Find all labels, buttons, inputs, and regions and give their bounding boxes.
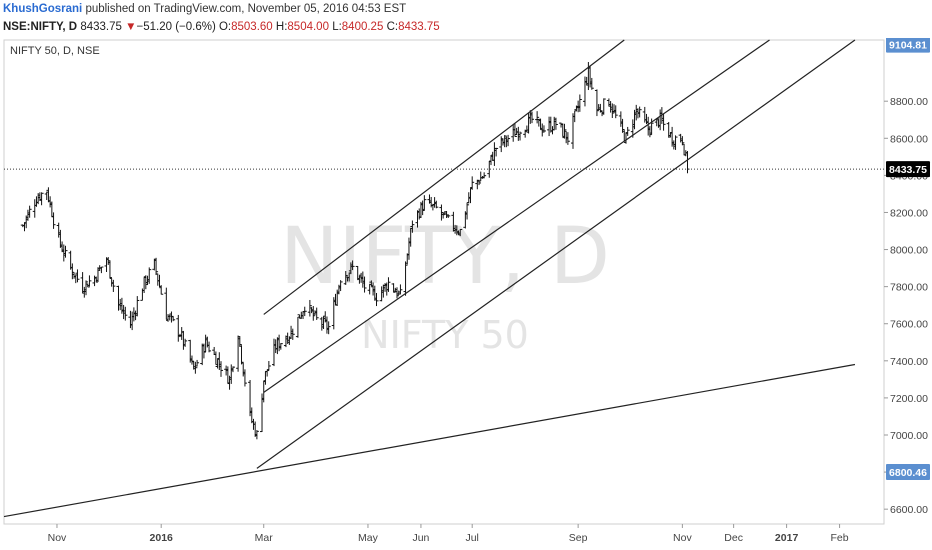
- x-tick-label: Feb: [831, 532, 849, 544]
- y-tick-label: 8000.00: [890, 245, 928, 257]
- price-tag-bg: [886, 38, 930, 53]
- y-tick-label: 8800.00: [890, 96, 928, 108]
- price-tag-label: 6800.46: [889, 467, 927, 479]
- open-value: 8503.60: [231, 21, 273, 33]
- x-tick-label: Mar: [255, 532, 274, 544]
- y-tick-label: 7000.00: [890, 430, 928, 442]
- quote-last: 8433.75: [80, 21, 122, 33]
- x-tick-label: Dec: [724, 532, 743, 544]
- y-tick-label: 6600.00: [890, 504, 928, 516]
- x-tick-label: Sep: [569, 532, 588, 544]
- x-tick-label: May: [358, 532, 379, 544]
- publish-bar: KhushGosrani published on TradingView.co…: [0, 0, 932, 18]
- high-value: 8504.00: [287, 21, 329, 33]
- price-tags: 9104.81 8433.75 6800.46: [886, 38, 930, 480]
- close-value: 8433.75: [398, 21, 440, 33]
- watermark-main: NIFTY, D: [280, 212, 610, 302]
- watermark-sub: NIFTY 50: [361, 313, 529, 357]
- price-chart[interactable]: NIFTY, D NIFTY 50 NIFTY 50, D, NSE 6600.…: [0, 38, 932, 550]
- low-label: L:: [332, 21, 342, 33]
- y-tick-label: 8200.00: [890, 207, 928, 219]
- low-value: 8400.25: [341, 21, 384, 33]
- x-tick-label: Jun: [412, 532, 429, 544]
- trendline-long-support[interactable]: [3, 363, 856, 518]
- down-arrow-icon: ▼: [125, 21, 137, 33]
- symbol-label: NIFTY 50, D, NSE: [10, 45, 100, 57]
- y-tick-label: 7200.00: [890, 393, 928, 405]
- trendline-channel-lower[interactable]: [256, 39, 856, 469]
- trendline-channel-middle[interactable]: [263, 39, 770, 393]
- y-tick-label: 7600.00: [890, 319, 928, 331]
- x-tick-label: Nov: [48, 532, 67, 544]
- high-label: H:: [275, 21, 288, 33]
- y-axis[interactable]: 6600.006800.007000.007200.007400.007600.…: [884, 96, 928, 516]
- close-label: C:: [386, 21, 399, 33]
- price-tag-bg: [886, 463, 930, 480]
- quote-change: −51.20 (−0.6%): [136, 21, 216, 33]
- quote-bar: NSE:NIFTY, D 8433.75 ▼−51.20 (−0.6%) O:8…: [0, 18, 932, 36]
- price-tag-bg: [886, 161, 930, 178]
- quote-symbol: NSE:NIFTY, D: [3, 21, 78, 33]
- publish-text: published on TradingView.com, November 0…: [85, 3, 407, 15]
- x-tick-label: Jul: [465, 532, 478, 544]
- x-axis[interactable]: Nov 2016 Mar May Jun Jul Sep Nov Dec 2017 Feb: [48, 524, 849, 544]
- ohlc-bars: [20, 62, 690, 440]
- y-tick-label: 7400.00: [890, 356, 928, 368]
- x-tick-label: 2016: [150, 532, 174, 544]
- author-link[interactable]: KhushGosrani: [3, 3, 83, 15]
- price-tag-label: 8433.75: [889, 164, 927, 176]
- x-tick-label: 2017: [775, 532, 799, 544]
- plot-frame: [3, 39, 885, 525]
- price-tag-label: 9104.81: [889, 40, 927, 52]
- y-tick-label: 8600.00: [890, 133, 928, 145]
- trendline-channel-upper[interactable]: [263, 39, 625, 315]
- open-label: O:: [218, 21, 232, 33]
- y-tick-label: 7800.00: [890, 282, 928, 294]
- trendlines[interactable]: [3, 39, 856, 518]
- x-tick-label: Nov: [673, 532, 692, 544]
